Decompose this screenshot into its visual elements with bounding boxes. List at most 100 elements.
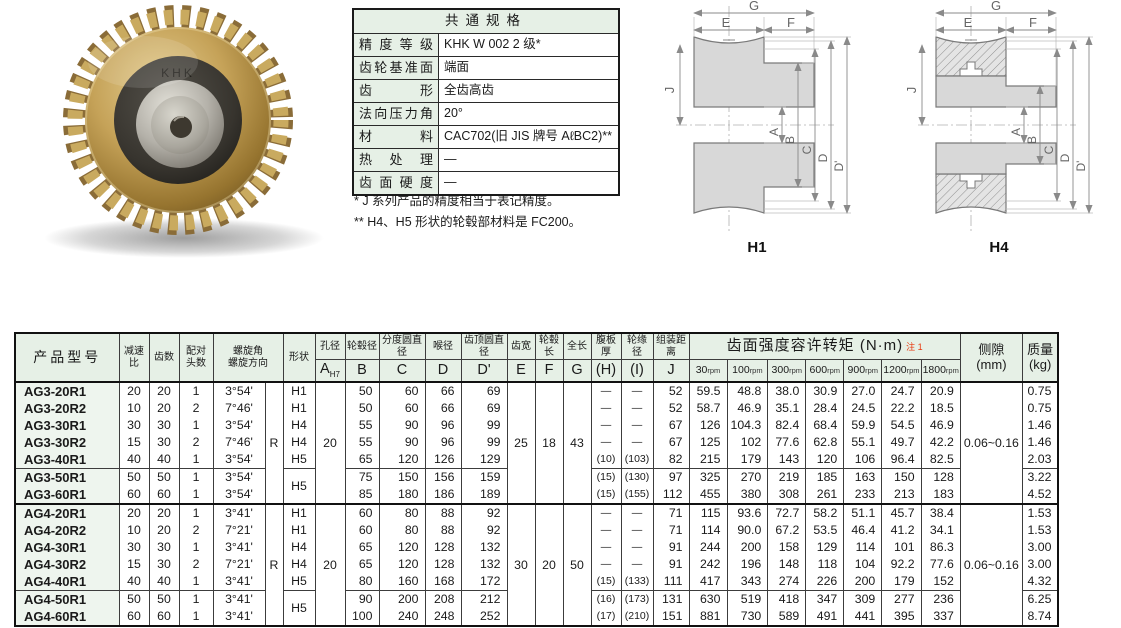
cell: 3°54' — [212, 486, 266, 504]
cell: R — [264, 503, 284, 626]
cell: 111 — [652, 573, 690, 591]
cell: 261 — [805, 486, 845, 504]
drawing-h4-label: H4 — [989, 239, 1009, 256]
spec-value: 全齿高齿 — [438, 79, 620, 103]
cell: 132 — [460, 556, 508, 573]
cell: 50 — [148, 468, 180, 486]
cell: 66 — [424, 400, 462, 417]
cell: 27.0 — [843, 381, 883, 400]
cell: 172 — [460, 573, 508, 591]
cell: 60 — [118, 486, 150, 504]
drawing-h1-label: H1 — [747, 239, 767, 256]
cell: 179 — [881, 573, 922, 591]
cell: — — [590, 503, 622, 522]
cell: 20 — [534, 503, 564, 626]
spec-label: 材料 — [352, 125, 439, 149]
cell: 65 — [344, 539, 380, 556]
cell: 158 — [767, 539, 807, 556]
svg-text:F: F — [787, 15, 795, 30]
cell: 156 — [424, 468, 462, 486]
cell: 71 — [652, 503, 690, 522]
cell: 99 — [460, 434, 508, 451]
cell: — — [620, 556, 654, 573]
cell: — — [590, 556, 622, 573]
h1-section-drawing: G E F J A B C D D' — [662, 0, 851, 232]
cell: 20.9 — [920, 381, 961, 400]
cell: 65 — [344, 451, 380, 469]
cell: 148 — [767, 556, 807, 573]
cell: 118 — [805, 556, 845, 573]
cell: R — [264, 381, 284, 504]
cell: 160 — [378, 573, 426, 591]
cell: 96 — [424, 434, 462, 451]
cell: 10 — [118, 400, 150, 417]
cell: 69 — [460, 381, 508, 400]
product-table-body: AG3-20R1 20 20 1 3°54' R H1 20 50 60 66 69 25 18 43— —5… — [14, 381, 1059, 626]
cell: 20 — [314, 381, 346, 504]
cell: — — [620, 434, 654, 451]
cell: H1 — [282, 522, 316, 539]
torque-title: 齿面强度容许转矩 (N·m) — [726, 337, 904, 355]
spec-row-pressure-angle: 法向压力角 20° — [352, 102, 620, 126]
col-subheader-rpm-300: 300rpm — [767, 359, 807, 383]
cell: 185 — [805, 468, 845, 486]
table-row: AG4-30R2 15 30 2 7°21' H4 65 120 128 132— —91 242 19… — [14, 556, 1059, 573]
cell: 60 — [378, 381, 426, 400]
col-subheader-f: F — [534, 359, 564, 383]
cell: 48.8 — [726, 381, 769, 400]
cell: 120 — [378, 556, 426, 573]
cell: 3°54' — [212, 468, 266, 486]
cell: 233 — [843, 486, 883, 504]
cell: 68.4 — [805, 417, 845, 434]
cell: 15 — [118, 434, 150, 451]
cell: H1 — [282, 503, 316, 522]
cell: (15) — [590, 573, 622, 591]
col-subheader-rpm-900: 900rpm — [843, 359, 883, 383]
col-subheader-g: G — [562, 359, 592, 383]
cell: — — [620, 381, 654, 400]
cell: 132 — [460, 539, 508, 556]
cell: 101 — [881, 539, 922, 556]
svg-text:C: C — [800, 145, 814, 154]
cell: 60 — [148, 608, 180, 626]
photo-shadow — [44, 218, 324, 258]
cell: AG4-30R2 — [14, 556, 120, 573]
cell: 50 — [118, 468, 150, 486]
table-row: AG3-20R1 20 20 1 3°54' R H1 20 50 60 66 69 25 18 43— —5… — [14, 381, 1059, 504]
cell: 208 — [424, 590, 462, 608]
cell: 85 — [344, 486, 380, 504]
cell: (173) — [620, 590, 654, 608]
svg-text:B: B — [1025, 136, 1039, 144]
cell: 67.2 — [767, 522, 807, 539]
spec-value: — — [438, 171, 620, 196]
col-header-shape: 形状 — [282, 332, 316, 383]
cell: 34.1 — [920, 522, 961, 539]
cell: 1 — [178, 590, 214, 608]
svg-text:E: E — [964, 15, 973, 30]
cell: 455 — [688, 486, 728, 504]
cell: (16) — [590, 590, 622, 608]
cell: (155) — [620, 486, 654, 504]
product-photo: KHK — [8, 0, 348, 268]
cell: 71 — [652, 522, 690, 539]
brand-engraving: KHK — [161, 66, 195, 80]
table-row: AG4-50R1 50 50 1 3°41' H5 90 200 208 212 (16) (173)… — [14, 590, 1059, 626]
svg-text:G: G — [749, 0, 759, 13]
col-subheader-i: (I) — [620, 359, 654, 383]
cell: 150 — [881, 468, 922, 486]
cell: 25 — [506, 381, 536, 504]
spec-label: 齿轮基准面 — [352, 56, 439, 80]
cell: 90 — [378, 417, 426, 434]
cell: 67 — [652, 434, 690, 451]
spec-value: CAC702(旧 JIS 牌号 AℓBC2)** — [438, 125, 620, 149]
cell: 630 — [688, 590, 728, 608]
cell: 180 — [378, 486, 426, 504]
torque-note-ref: 注 1 — [906, 342, 923, 353]
cell: 30.9 — [805, 381, 845, 400]
spec-value: 20° — [438, 102, 620, 126]
cell: 1 — [178, 451, 214, 469]
h4-section-drawing: G E F J A B C D D' — [904, 0, 1093, 232]
table-row: AG4-40R1 40 40 1 3°41' H5 80 160 168 172 (15) (133)… — [14, 573, 1059, 591]
svg-text:D: D — [816, 153, 830, 162]
cell: 1 — [178, 539, 214, 556]
